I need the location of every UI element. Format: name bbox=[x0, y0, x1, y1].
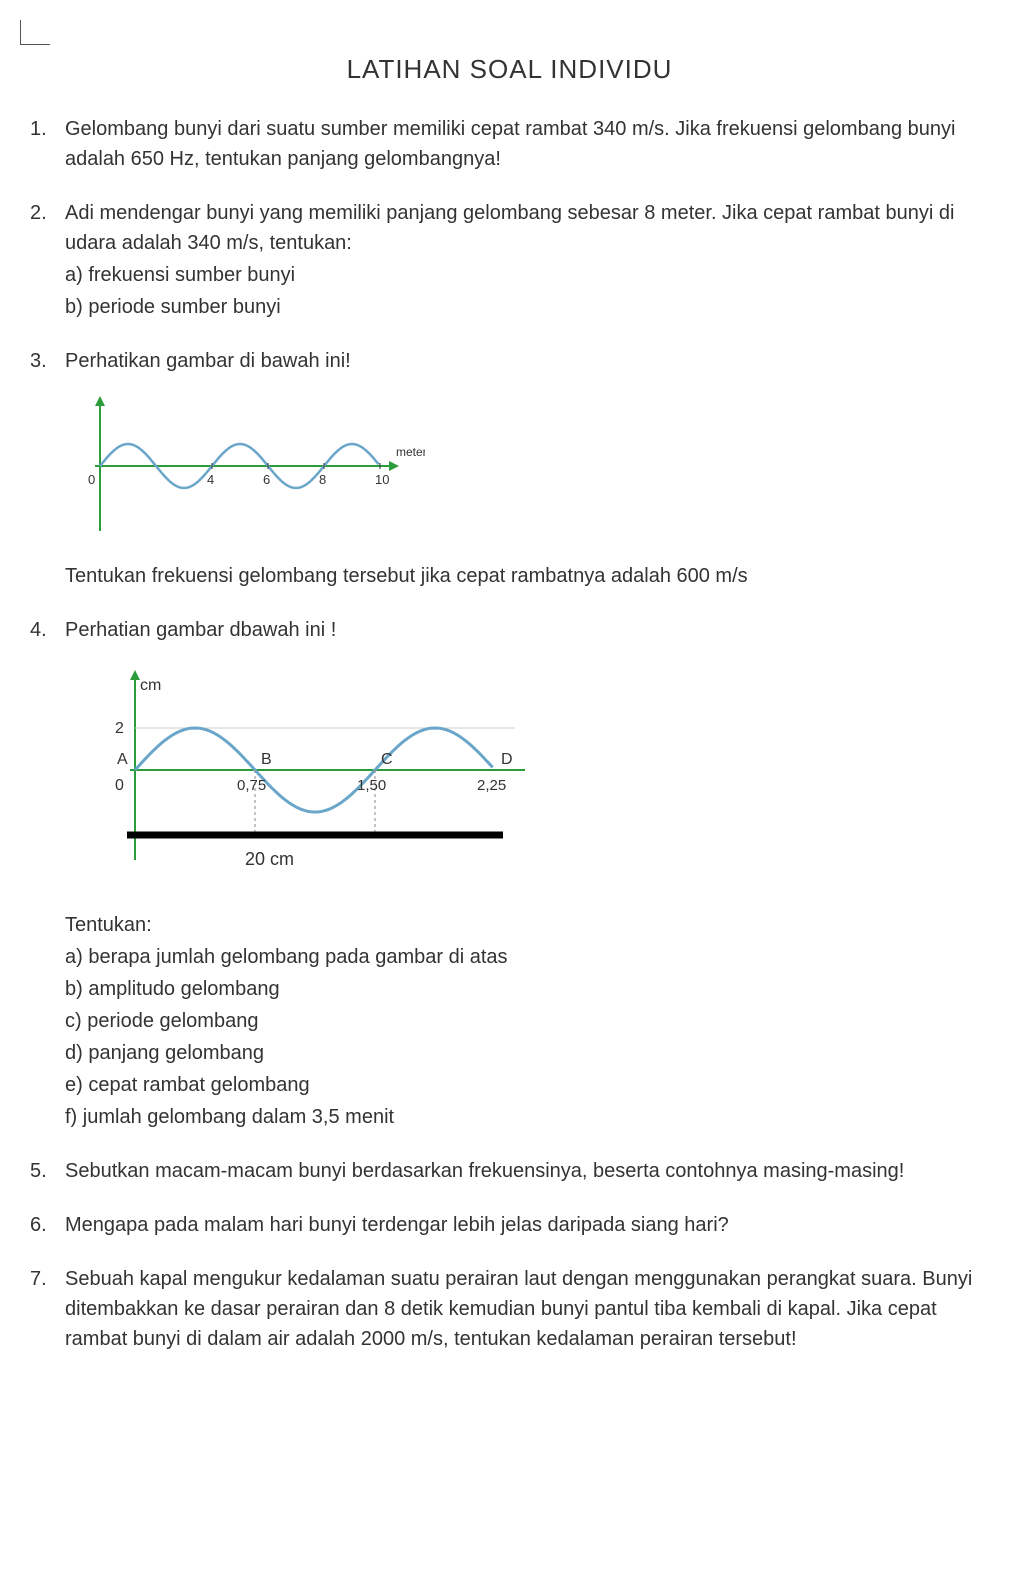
q4-f: f) jumlah gelombang dalam 3,5 menit bbox=[65, 1102, 999, 1132]
question-4: 4. Perhatian gambar dbawah ini ! cm 2 0 A B C… bbox=[30, 615, 999, 1134]
q4-figure: cm20ABCD0,751,502,25detik20 cm bbox=[65, 660, 999, 890]
svg-text:cm: cm bbox=[140, 677, 161, 694]
qnum-1: 1. bbox=[30, 114, 65, 176]
q3-figure: 0 4 6 8 10 meter bbox=[65, 391, 999, 541]
q4-after: Tentukan: bbox=[65, 910, 999, 940]
svg-text:C: C bbox=[381, 751, 393, 768]
qnum-7: 7. bbox=[30, 1264, 65, 1356]
q4-d: d) panjang gelombang bbox=[65, 1038, 999, 1068]
q7-text: Sebuah kapal mengukur kedalaman suatu pe… bbox=[65, 1264, 999, 1354]
svg-text:0,75: 0,75 bbox=[237, 777, 266, 794]
qnum-3: 3. bbox=[30, 346, 65, 593]
question-2: 2. Adi mendengar bunyi yang memiliki pan… bbox=[30, 198, 999, 324]
wave-chart-2: cm20ABCD0,751,502,25detik20 cm bbox=[65, 660, 525, 890]
svg-text:2: 2 bbox=[115, 720, 124, 737]
q3-followup: Tentukan frekuensi gelombang tersebut ji… bbox=[65, 561, 999, 591]
question-1: 1. Gelombang bunyi dari suatu sumber mem… bbox=[30, 114, 999, 176]
question-5: 5. Sebutkan macam-macam bunyi berdasarka… bbox=[30, 1156, 999, 1188]
svg-text:meter: meter bbox=[396, 445, 425, 459]
q2-a: a) frekuensi sumber bunyi bbox=[65, 260, 999, 290]
svg-text:A: A bbox=[117, 751, 128, 768]
svg-text:20 cm: 20 cm bbox=[245, 849, 294, 869]
question-3: 3. Perhatikan gambar di bawah ini! 0 4 6 8 1… bbox=[30, 346, 999, 593]
svg-text:10: 10 bbox=[375, 472, 389, 487]
svg-text:2,25: 2,25 bbox=[477, 777, 506, 794]
q2-b: b) periode sumber bunyi bbox=[65, 292, 999, 322]
q4-e: e) cepat rambat gelombang bbox=[65, 1070, 999, 1100]
question-7: 7. Sebuah kapal mengukur kedalaman suatu… bbox=[30, 1264, 999, 1356]
q3-intro: Perhatikan gambar di bawah ini! bbox=[65, 346, 999, 376]
svg-text:6: 6 bbox=[263, 472, 270, 487]
svg-text:4: 4 bbox=[207, 472, 214, 487]
svg-text:8: 8 bbox=[319, 472, 326, 487]
qnum-6: 6. bbox=[30, 1210, 65, 1242]
q4-c: c) periode gelombang bbox=[65, 1006, 999, 1036]
qnum-2: 2. bbox=[30, 198, 65, 324]
q2-intro: Adi mendengar bunyi yang memiliki panjan… bbox=[65, 198, 999, 258]
page-title: LATIHAN SOAL INDIVIDU bbox=[20, 50, 999, 89]
q6-text: Mengapa pada malam hari bunyi terdengar … bbox=[65, 1210, 999, 1240]
svg-text:B: B bbox=[261, 751, 272, 768]
q1-text: Gelombang bunyi dari suatu sumber memili… bbox=[65, 114, 999, 174]
question-list: 1. Gelombang bunyi dari suatu sumber mem… bbox=[20, 114, 999, 1356]
q5-text: Sebutkan macam-macam bunyi berdasarkan f… bbox=[65, 1156, 999, 1186]
qnum-4: 4. bbox=[30, 615, 65, 1134]
svg-text:0: 0 bbox=[88, 472, 95, 487]
svg-text:1,50: 1,50 bbox=[357, 777, 386, 794]
svg-text:0: 0 bbox=[115, 777, 124, 794]
question-6: 6. Mengapa pada malam hari bunyi terdeng… bbox=[30, 1210, 999, 1242]
q4-intro: Perhatian gambar dbawah ini ! bbox=[65, 615, 999, 645]
wave-chart-1: 0 4 6 8 10 meter bbox=[65, 391, 425, 541]
q4-b: b) amplitudo gelombang bbox=[65, 974, 999, 1004]
q4-a: a) berapa jumlah gelombang pada gambar d… bbox=[65, 942, 999, 972]
svg-text:D: D bbox=[501, 751, 513, 768]
qnum-5: 5. bbox=[30, 1156, 65, 1188]
corner-rule bbox=[20, 20, 50, 45]
